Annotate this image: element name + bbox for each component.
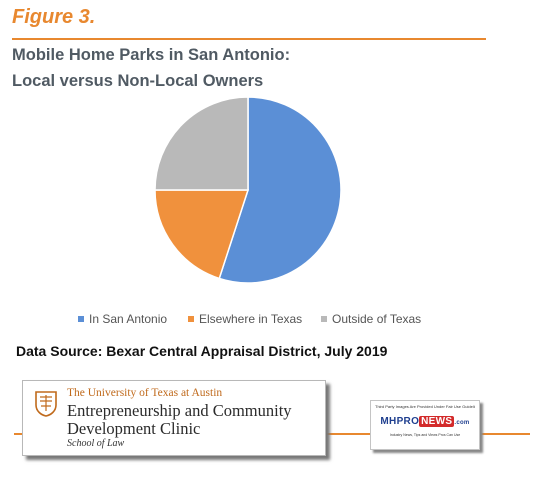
ut-clinic-logo: The University of Texas at Austin Entrep…	[22, 380, 326, 456]
pie-slice-outside-of-texas	[154, 96, 249, 191]
pie-slice-elsewhere-in-texas	[154, 189, 250, 280]
clinic-name-line-1: Entrepreneurship and Community	[67, 401, 292, 420]
data-source: Data Source: Bexar Central Appraisal Dis…	[16, 343, 388, 359]
legend-label-in-san-antonio: In San Antonio	[89, 312, 168, 326]
figure-label: Figure 3.	[12, 6, 96, 28]
legend-swatch-in-san-antonio	[78, 316, 84, 322]
legend-item-in-san-antonio: In San Antonio	[78, 312, 167, 326]
mhpronews-logo-pro: PRO	[396, 416, 420, 427]
mhpronews-logo: MHPRO NEWS .com	[377, 416, 473, 427]
chart-title-line-2: Local versus Non-Local Owners	[12, 72, 264, 90]
university-name: The University of Texas at Austin	[67, 387, 223, 399]
clinic-name-line-2: Development Clinic	[67, 419, 201, 438]
legend-item-outside-of-texas: Outside of Texas	[321, 312, 421, 326]
school-name: School of Law	[67, 438, 125, 449]
mhpronews-logo-mh: MH	[380, 416, 397, 427]
chart-legend: In San Antonio Elsewhere in Texas Outsid…	[0, 312, 538, 330]
legend-label-outside-of-texas: Outside of Texas	[332, 312, 422, 326]
legend-swatch-elsewhere-in-texas	[188, 316, 194, 322]
mhpronews-logo-news: NEWS	[419, 416, 455, 427]
chart-title-line-1: Mobile Home Parks in San Antonio:	[12, 46, 291, 64]
fair-use-notice: Third Party Images Are Provided Under Fa…	[375, 404, 475, 409]
pie-slice-in-san-antonio	[218, 96, 342, 284]
legend-label-elsewhere-in-texas: Elsewhere in Texas	[199, 312, 303, 326]
ut-seal-icon	[35, 391, 57, 417]
mhpronews-tagline: Industry News, Tips and Views Pros Can U…	[389, 433, 461, 437]
legend-swatch-outside-of-texas	[321, 316, 327, 322]
legend-item-elsewhere-in-texas: Elsewhere in Texas	[188, 312, 302, 326]
mhpronews-logo-com: .com	[454, 420, 470, 426]
pie-chart	[154, 96, 342, 284]
top-divider	[12, 38, 486, 40]
mhpronews-badge: Third Party Images Are Provided Under Fa…	[370, 400, 480, 450]
